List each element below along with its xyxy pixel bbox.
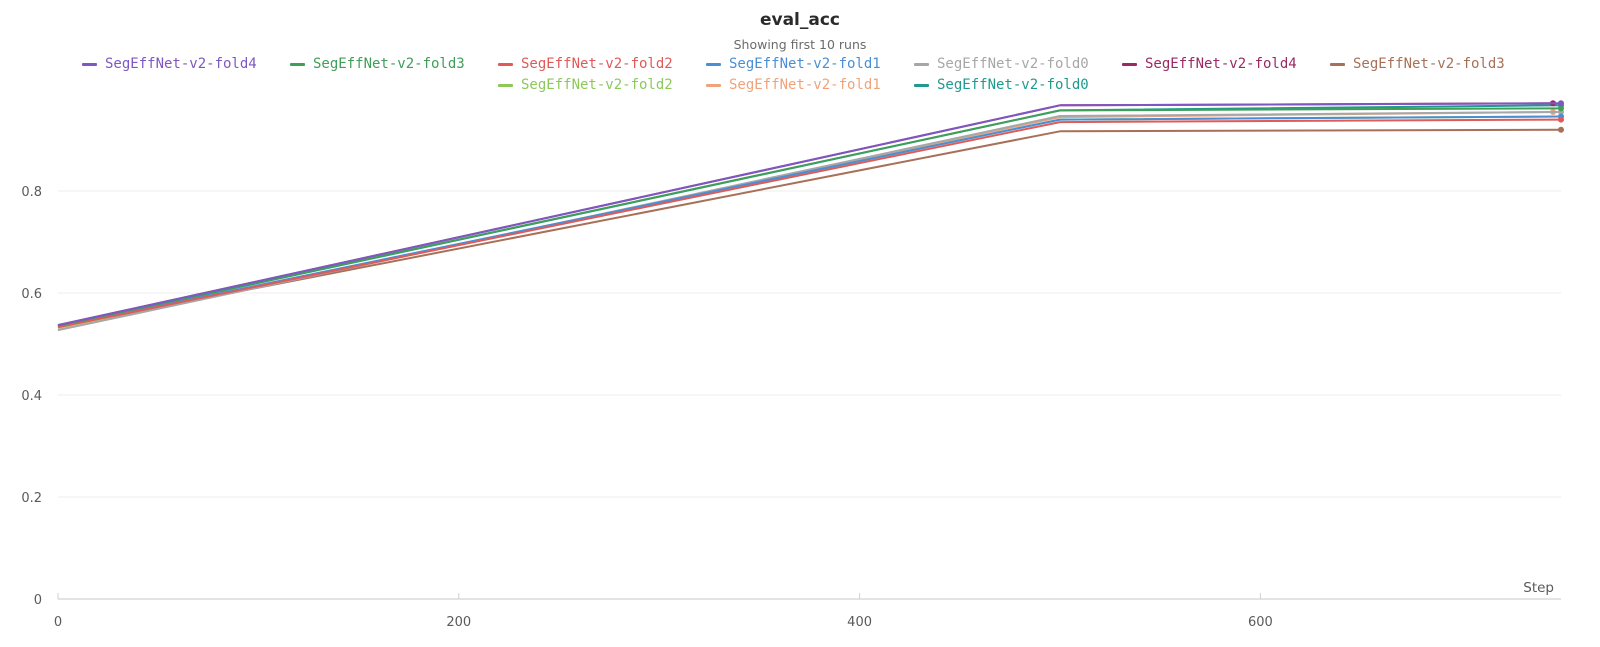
legend-swatch bbox=[914, 62, 929, 66]
legend-label: SegEffNet-v2-fold4 bbox=[105, 56, 257, 72]
x-tick-label: 400 bbox=[847, 615, 872, 630]
legend-item[interactable]: SegEffNet-v2-fold3 bbox=[1330, 54, 1538, 74]
series-line-5 bbox=[57, 102, 1554, 327]
series-line-8 bbox=[57, 111, 1554, 331]
series-end-point-2 bbox=[1558, 116, 1564, 123]
series-line-1 bbox=[57, 107, 1562, 327]
legend-label: SegEffNet-v2-fold3 bbox=[1353, 56, 1505, 72]
legend-swatch bbox=[498, 83, 513, 87]
y-tick-label: 0.4 bbox=[21, 389, 42, 404]
x-axis-title: Step bbox=[1523, 580, 1554, 596]
legend-item[interactable]: SegEffNet-v2-fold2 bbox=[498, 54, 706, 74]
legend-row: SegEffNet-v2-fold4 SegEffNet-v2-fold3 SegE… bbox=[82, 54, 1538, 74]
legend-item[interactable]: SegEffNet-v2-fold1 bbox=[706, 54, 914, 74]
legend-swatch bbox=[82, 62, 97, 66]
legend-item[interactable]: SegEffNet-v2-fold0 bbox=[914, 54, 1122, 74]
legend-label: SegEffNet-v2-fold1 bbox=[729, 56, 881, 72]
legend-swatch bbox=[706, 83, 721, 87]
y-tick-label: 0.2 bbox=[21, 491, 42, 506]
legend-label: SegEffNet-v2-fold1 bbox=[729, 77, 881, 93]
y-tick-label: 0 bbox=[34, 593, 42, 608]
series-line-4 bbox=[57, 111, 1562, 332]
series-end-point-6 bbox=[1558, 126, 1564, 133]
y-tick-label: 0.6 bbox=[21, 287, 42, 302]
legend-swatch bbox=[498, 62, 513, 66]
legend-label: SegEffNet-v2-fold0 bbox=[937, 56, 1089, 72]
legend-swatch bbox=[1122, 62, 1137, 66]
x-tick-label: 0 bbox=[54, 615, 62, 630]
series-line-7 bbox=[57, 115, 1562, 329]
legend-label: SegEffNet-v2-fold0 bbox=[937, 77, 1089, 93]
legend-swatch bbox=[290, 62, 305, 66]
series-line-6 bbox=[57, 128, 1562, 328]
legend-item[interactable]: SegEffNet-v2-fold1 bbox=[706, 75, 914, 95]
series-end-point-1 bbox=[1558, 105, 1564, 112]
legend-item[interactable]: SegEffNet-v2-fold4 bbox=[82, 54, 290, 74]
series-line-0 bbox=[57, 102, 1562, 327]
series-line-2 bbox=[57, 118, 1562, 329]
y-tick-label: 0.8 bbox=[21, 185, 42, 200]
series-line-3 bbox=[57, 115, 1562, 328]
series-end-point-0 bbox=[1558, 100, 1564, 107]
legend-swatch bbox=[706, 62, 721, 66]
chart-title: eval_acc bbox=[759, 10, 841, 30]
legend-item[interactable]: SegEffNet-v2-fold4 bbox=[1122, 54, 1330, 74]
legend-item[interactable]: SegEffNet-v2-fold2 bbox=[498, 75, 706, 95]
x-tick-label: 600 bbox=[1248, 615, 1273, 630]
legend-swatch bbox=[1330, 62, 1345, 66]
x-tick-label: 200 bbox=[446, 615, 471, 630]
legend-item[interactable]: SegEffNet-v2-fold3 bbox=[290, 54, 498, 74]
legend-swatch bbox=[914, 83, 929, 87]
legend-label: SegEffNet-v2-fold4 bbox=[1145, 56, 1297, 72]
legend-row: SegEffNet-v2-fold2 SegEffNet-v2-fold1 SegE… bbox=[498, 75, 1122, 95]
legend-item[interactable]: SegEffNet-v2-fold0 bbox=[914, 75, 1122, 95]
legend-label: SegEffNet-v2-fold2 bbox=[521, 77, 673, 93]
chart-subtitle: Showing first 10 runs bbox=[733, 37, 867, 52]
legend-label: SegEffNet-v2-fold3 bbox=[313, 56, 465, 72]
legend-label: SegEffNet-v2-fold2 bbox=[521, 56, 673, 72]
